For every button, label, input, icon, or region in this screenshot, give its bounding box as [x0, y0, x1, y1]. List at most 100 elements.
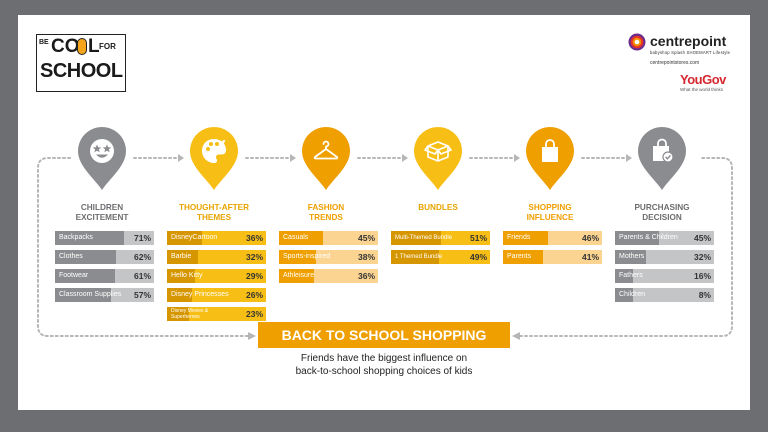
stat-bar: Disney Movies & Superheroes 23%: [167, 307, 266, 321]
centrepoint-logo: [628, 33, 646, 56]
stat-bar: DisneyCartoon 36%: [167, 231, 266, 245]
category-title-purchasing-decision: PURCHASING DECISION: [634, 203, 690, 222]
stat-bar: Disney Princesses 26%: [167, 288, 266, 302]
stat-bar-fill: [167, 231, 202, 245]
stat-value: 61%: [133, 271, 151, 281]
category-title-shopping-influence: SHOPPING INFLUENCE: [526, 203, 574, 222]
stat-value: 45%: [693, 233, 711, 243]
stat-bar-fill: [55, 288, 111, 302]
centrepoint-name: centrepoint: [650, 33, 727, 49]
category-title-bundles: BUNDLES: [418, 203, 458, 212]
be-cool-for-school-logo: BE CO L FOR SCHOOL: [36, 34, 126, 92]
stat-bar: Casuals 45%: [279, 231, 378, 245]
stat-bar-fill: [55, 231, 124, 245]
stat-bar: Friends 46%: [503, 231, 602, 245]
stat-label: Clothes: [59, 253, 83, 260]
bag-check-icon: [653, 138, 674, 163]
stat-label: Backpacks: [59, 234, 93, 241]
smiley-star-eyes-icon: [90, 139, 114, 163]
back-to-school-banner: BACK TO SCHOOL SHOPPING: [258, 322, 510, 348]
stat-value: 8%: [698, 290, 711, 300]
stat-value: 49%: [469, 252, 487, 262]
stat-bar-fill: [167, 288, 192, 302]
stat-bar-fill: [167, 269, 195, 283]
stat-bar: Barbie 32%: [167, 250, 266, 264]
category-title-thought-after-themes: THOUGHT-AFTER THEMES: [178, 203, 250, 222]
hanger-icon: [313, 140, 339, 160]
stat-value: 36%: [245, 233, 263, 243]
stat-bar-fill: [391, 231, 441, 245]
stat-value: 29%: [245, 271, 263, 281]
stat-bar-fill: [615, 288, 633, 302]
brand-url: centrepointstores.com: [650, 60, 700, 66]
stat-label: Disney Movies & Superheroes: [171, 308, 209, 320]
stat-bar: Backpacks 71%: [55, 231, 154, 245]
stat-bar: Sports-inspired 38%: [279, 250, 378, 264]
stat-bar: 1 Themed Bundle 49%: [391, 250, 490, 264]
stat-bar-fill: [55, 269, 115, 283]
stat-value: 51%: [469, 233, 487, 243]
logo-pencil-o: [77, 38, 87, 55]
stat-value: 32%: [245, 252, 263, 262]
stat-bar: Footwear 61%: [55, 269, 154, 283]
stat-bar-fill: [167, 307, 189, 321]
yougov-tagline: What the world thinks: [680, 87, 724, 92]
stat-bar-fill: [279, 250, 316, 264]
stat-value: 62%: [133, 252, 151, 262]
stat-value: 45%: [357, 233, 375, 243]
stat-value: 46%: [581, 233, 599, 243]
stat-bar: Children 8%: [615, 288, 714, 302]
stat-label: Friends: [507, 234, 531, 241]
stat-label: Classroom Supplies: [59, 291, 122, 298]
palette-icon: [202, 139, 226, 163]
stat-value: 71%: [133, 233, 151, 243]
stat-value: 38%: [357, 252, 375, 262]
stat-bar: Fathers 16%: [615, 269, 714, 283]
stat-value: 57%: [133, 290, 151, 300]
stat-bar-fill: [55, 250, 116, 264]
stat-bar: Classroom Supplies 57%: [55, 288, 154, 302]
stat-bar: Multi-Themed Bundle 51%: [391, 231, 490, 245]
stat-label: Footwear: [59, 272, 89, 279]
stat-label: 1 Themed Bundle: [395, 254, 443, 260]
stat-label: Mothers: [619, 253, 645, 260]
yougov-logo: YouGov: [680, 72, 726, 87]
stat-label: DisneyCartoon: [171, 234, 218, 241]
stat-label: Parents & Children: [619, 234, 678, 241]
shopping-bag-icon: [542, 139, 558, 162]
stat-bar: Parents & Children 45%: [615, 231, 714, 245]
stat-value: 41%: [581, 252, 599, 262]
stat-bar: Clothes 62%: [55, 250, 154, 264]
stat-value: 16%: [693, 271, 711, 281]
stat-bar: Mothers 32%: [615, 250, 714, 264]
stat-label: Barbie: [171, 253, 192, 260]
stat-value: 23%: [245, 309, 263, 319]
stat-bar-fill: [503, 231, 548, 245]
stat-bar-fill: [503, 250, 543, 264]
stat-bar-fill: [167, 250, 198, 264]
stat-bar-fill: [391, 250, 439, 264]
stat-label: Sports-inspired: [283, 253, 331, 260]
stat-value: 32%: [693, 252, 711, 262]
stat-label: Athleisure: [283, 272, 315, 279]
stat-bar: Hello Kitty 29%: [167, 269, 266, 283]
stat-label: Parents: [507, 253, 532, 260]
stat-value: 26%: [245, 290, 263, 300]
stat-label: Casuals: [283, 234, 309, 241]
box-bundle-icon: [424, 141, 452, 162]
stat-label: Multi-Themed Bundle: [395, 235, 453, 241]
stat-label: Children: [619, 291, 646, 298]
tagline: Friends have the biggest influence on ba…: [295, 353, 473, 377]
stat-label: Fathers: [619, 272, 643, 279]
sub-brands: babyshop Splash SHOEMART Lifestyle: [650, 50, 731, 55]
stat-bar-fill: [615, 269, 633, 283]
centrepoint-mark-icon: [628, 33, 646, 51]
stat-bar-fill: [279, 231, 323, 245]
stat-bar-fill: [615, 250, 646, 264]
category-title-children-excitement: CHILDREN EXCITEMENT: [75, 203, 129, 222]
stat-bar: Parents 41%: [503, 250, 602, 264]
stat-bar-fill: [279, 269, 314, 283]
stat-label: Disney Princesses: [171, 291, 229, 298]
stat-bar: Athleisure 36%: [279, 269, 378, 283]
